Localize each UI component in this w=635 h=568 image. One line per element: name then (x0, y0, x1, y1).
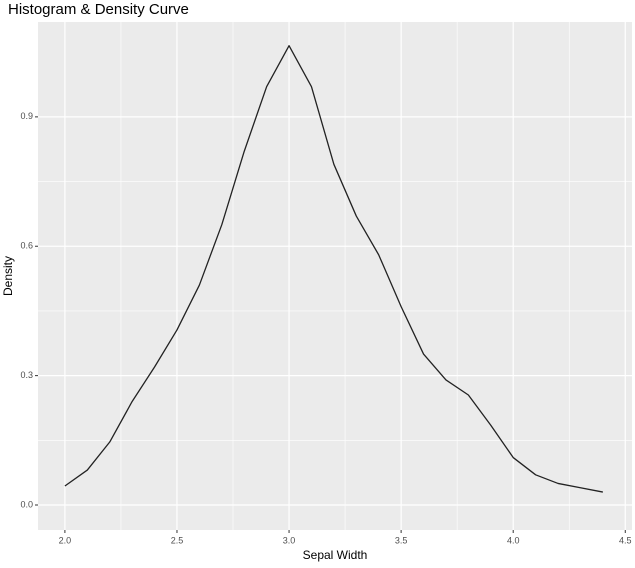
y-tick-label: 0.6 (20, 241, 33, 251)
x-tick-label: 2.5 (171, 535, 184, 545)
x-axis-title: Sepal Width (303, 548, 368, 562)
y-axis-title: Density (1, 256, 15, 296)
y-tick-label: 0.3 (20, 370, 33, 380)
y-tick-label: 0.0 (20, 499, 33, 509)
density-line (64, 45, 603, 493)
x-tick-label: 3.0 (283, 535, 296, 545)
x-tick-label: 4.5 (619, 535, 632, 545)
plot-panel (38, 22, 632, 530)
x-tick-label: 2.0 (59, 535, 72, 545)
chart-title: Histogram & Density Curve (8, 1, 189, 18)
y-tick-label: 0.9 (20, 111, 33, 121)
x-tick-label: 4.0 (507, 535, 520, 545)
x-tick-label: 3.5 (395, 535, 408, 545)
